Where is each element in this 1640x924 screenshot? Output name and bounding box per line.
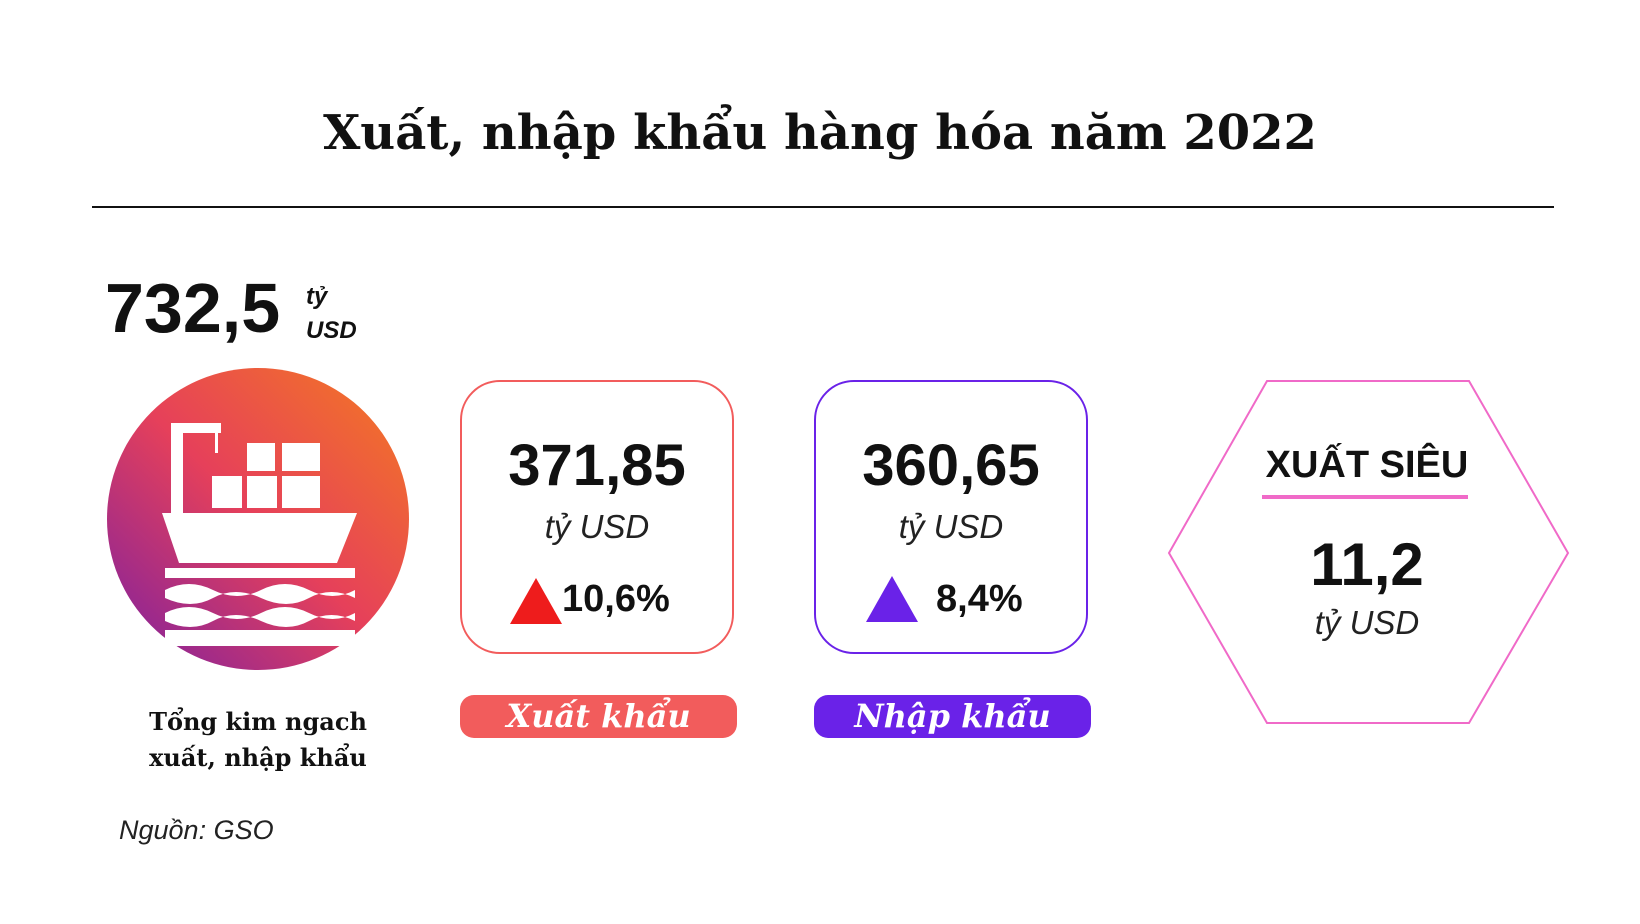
total-unit: tỷ USD bbox=[306, 283, 357, 344]
import-value: 360,65 bbox=[862, 433, 1040, 498]
surplus-value: 11,2 bbox=[1310, 531, 1424, 598]
title: Xuất, nhập khẩu hàng hóa năm 2022 bbox=[323, 105, 1317, 161]
export-card: 371,85 tỷ USD 10,6% bbox=[460, 380, 734, 654]
total-caption: Tổng kim ngach xuất, nhập khẩu bbox=[149, 707, 367, 772]
export-value: 371,85 bbox=[508, 433, 686, 498]
up-arrow bbox=[510, 578, 562, 624]
up-arrow bbox=[866, 576, 918, 622]
export-label: Xuất khẩu bbox=[460, 695, 737, 738]
import-unit: tỷ USD bbox=[898, 508, 1004, 545]
import-growth: 8,4% bbox=[936, 578, 1023, 620]
surplus-unit: tỷ USD bbox=[1314, 604, 1420, 641]
divider bbox=[92, 206, 1554, 208]
import-card: 360,65 tỷ USD 8,4% bbox=[814, 380, 1088, 654]
total-value: 732,5 bbox=[105, 269, 281, 347]
export-unit: tỷ USD bbox=[544, 508, 650, 545]
surplus-title: XUẤT SIÊU bbox=[1265, 444, 1469, 486]
export-growth: 10,6% bbox=[562, 578, 670, 620]
ship-icon bbox=[107, 368, 409, 670]
source: Nguồn: GSO bbox=[119, 815, 274, 845]
import-label: Nhập khẩu bbox=[814, 695, 1091, 738]
